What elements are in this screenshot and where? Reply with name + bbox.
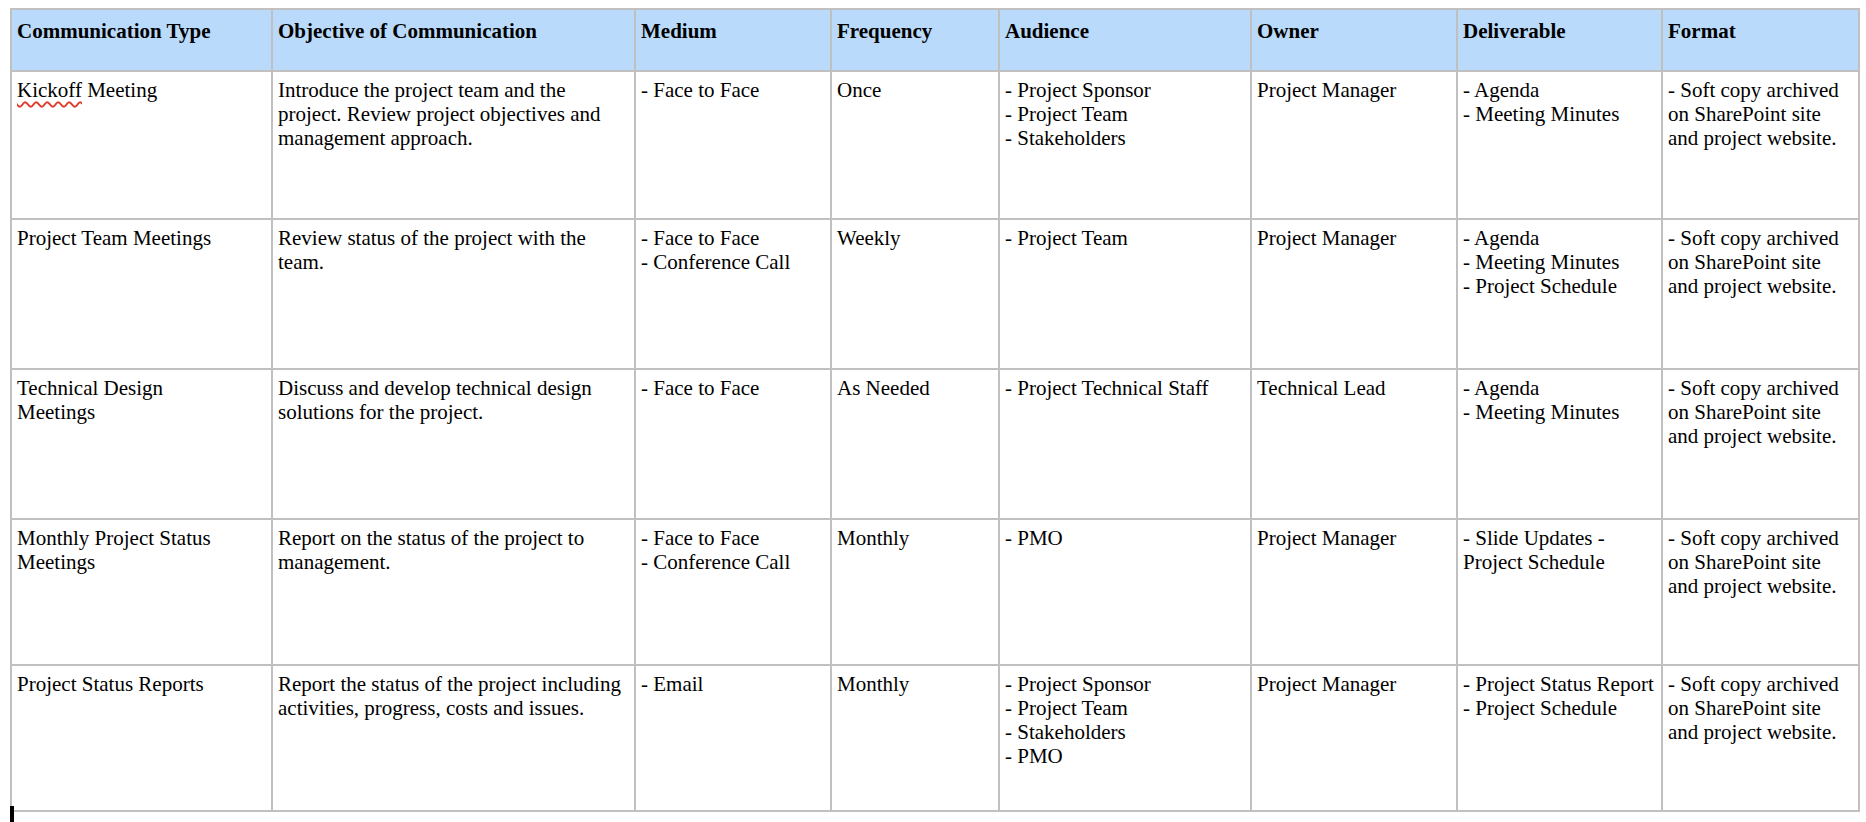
cell-objective[interactable]: Introduce the project team and the proje… <box>272 71 635 219</box>
cell-communication-type[interactable]: Project Team Meetings <box>11 219 272 369</box>
table-row: Monthly Project Status Meetings Report o… <box>11 519 1859 665</box>
table-row: Kickoff Meeting Introduce the project te… <box>11 71 1859 219</box>
cell-communication-type[interactable]: Project Status Reports <box>11 665 272 811</box>
column-header-objective[interactable]: Objective of Communication <box>272 9 635 71</box>
document-page: Communication Type Objective of Communic… <box>0 0 1866 822</box>
cell-owner[interactable]: Project Manager <box>1251 71 1457 219</box>
cell-deliverable[interactable]: - Project Status Report - Project Schedu… <box>1457 665 1662 811</box>
cell-frequency[interactable]: Monthly <box>831 519 999 665</box>
cell-communication-type[interactable]: Monthly Project Status Meetings <box>11 519 272 665</box>
cell-medium[interactable]: - Face to Face - Conference Call <box>635 519 831 665</box>
cell-deliverable[interactable]: - Agenda - Meeting Minutes <box>1457 71 1662 219</box>
communication-plan-table: Communication Type Objective of Communic… <box>10 8 1860 812</box>
cell-objective[interactable]: Report on the status of the project to m… <box>272 519 635 665</box>
cell-audience[interactable]: - Project Team <box>999 219 1251 369</box>
cell-medium[interactable]: - Face to Face <box>635 71 831 219</box>
cell-objective[interactable]: Report the status of the project includi… <box>272 665 635 811</box>
cell-format[interactable]: - Soft copy archived on SharePoint site … <box>1662 519 1859 665</box>
cell-communication-type[interactable]: Technical Design Meetings <box>11 369 272 519</box>
cell-owner[interactable]: Project Manager <box>1251 219 1457 369</box>
cell-owner[interactable]: Project Manager <box>1251 665 1457 811</box>
cell-medium[interactable]: - Face to Face <box>635 369 831 519</box>
cell-communication-type[interactable]: Kickoff Meeting <box>11 71 272 219</box>
misspelled-word: Kickoff <box>17 78 82 102</box>
cell-audience[interactable]: - Project Sponsor - Project Team - Stake… <box>999 665 1251 811</box>
cell-format[interactable]: - Soft copy archived on SharePoint site … <box>1662 665 1859 811</box>
column-header-medium[interactable]: Medium <box>635 9 831 71</box>
column-header-communication-type[interactable]: Communication Type <box>11 9 272 71</box>
cell-objective[interactable]: Review status of the project with the te… <box>272 219 635 369</box>
cell-audience[interactable]: - Project Sponsor - Project Team - Stake… <box>999 71 1251 219</box>
cell-frequency[interactable]: Weekly <box>831 219 999 369</box>
column-header-audience[interactable]: Audience <box>999 9 1251 71</box>
cell-format[interactable]: - Soft copy archived on SharePoint site … <box>1662 71 1859 219</box>
column-header-format[interactable]: Format <box>1662 9 1859 71</box>
cell-deliverable[interactable]: - Agenda - Meeting Minutes <box>1457 369 1662 519</box>
cell-medium[interactable]: - Face to Face - Conference Call <box>635 219 831 369</box>
cell-frequency[interactable]: Monthly <box>831 665 999 811</box>
cell-format[interactable]: - Soft copy archived on SharePoint site … <box>1662 219 1859 369</box>
text-cursor[interactable] <box>10 806 14 822</box>
cell-deliverable[interactable]: - Agenda - Meeting Minutes - Project Sch… <box>1457 219 1662 369</box>
cell-format[interactable]: - Soft copy archived on SharePoint site … <box>1662 369 1859 519</box>
cell-owner[interactable]: Project Manager <box>1251 519 1457 665</box>
column-header-owner[interactable]: Owner <box>1251 9 1457 71</box>
cell-frequency[interactable]: As Needed <box>831 369 999 519</box>
cell-audience[interactable]: - PMO <box>999 519 1251 665</box>
column-header-frequency[interactable]: Frequency <box>831 9 999 71</box>
table-header-row: Communication Type Objective of Communic… <box>11 9 1859 71</box>
cell-deliverable[interactable]: - Slide Updates - Project Schedule <box>1457 519 1662 665</box>
communication-type-rest: Meeting <box>82 78 157 102</box>
table-row: Project Team Meetings Review status of t… <box>11 219 1859 369</box>
table-row: Project Status Reports Report the status… <box>11 665 1859 811</box>
cell-frequency[interactable]: Once <box>831 71 999 219</box>
cell-owner[interactable]: Technical Lead <box>1251 369 1457 519</box>
cell-medium[interactable]: - Email <box>635 665 831 811</box>
column-header-deliverable[interactable]: Deliverable <box>1457 9 1662 71</box>
table-row: Technical Design Meetings Discuss and de… <box>11 369 1859 519</box>
cell-audience[interactable]: - Project Technical Staff <box>999 369 1251 519</box>
cell-objective[interactable]: Discuss and develop technical design sol… <box>272 369 635 519</box>
